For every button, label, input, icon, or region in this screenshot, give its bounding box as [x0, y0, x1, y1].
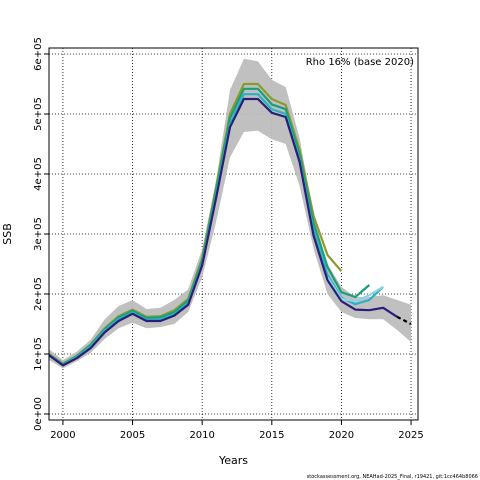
series-line-3: [48, 93, 384, 366]
projection-line: [396, 315, 412, 325]
x-tick-label-2005: 2005: [120, 430, 145, 441]
x-tick-label-2020: 2020: [329, 430, 354, 441]
rho-annotation: Rho 16% (base 2020): [306, 57, 414, 68]
grid-lines: [49, 48, 418, 420]
y-axis-ticks: 0e+00 1e+05 2e+05 3e+05 4e+05 5e+05 6e+05: [33, 37, 49, 431]
footer-text: stockassessment.org, NEAHad-2025_Final, …: [307, 474, 478, 480]
y-tick-label-3e+05: 3e+05: [33, 217, 44, 251]
y-tick-label-2e+05: 2e+05: [33, 277, 44, 311]
y-tick-label-4e+05: 4e+05: [33, 157, 44, 191]
x-tick-label-2025: 2025: [398, 430, 423, 441]
x-axis-ticks: 2000 2005 2010 2015 2020 2025: [50, 420, 424, 441]
y-tick-label-6e+05: 6e+05: [33, 37, 44, 71]
y-tick-label-0e+00: 0e+00: [33, 397, 44, 431]
series-line-5: [48, 97, 398, 367]
x-tick-label-2015: 2015: [259, 430, 284, 441]
x-axis-title: Years: [218, 454, 248, 467]
confidence-band-layer: [49, 58, 411, 369]
series-layer: [48, 82, 412, 367]
x-tick-label-2000: 2000: [50, 430, 75, 441]
series-line-4: [326, 276, 384, 303]
y-axis-title: SSB: [1, 223, 14, 245]
confidence-band: [49, 58, 411, 369]
y-tick-label-5e+05: 5e+05: [33, 97, 44, 131]
y-tick-label-1e+05: 1e+05: [33, 337, 44, 371]
series-line-1: [48, 82, 343, 365]
x-tick-label-2010: 2010: [189, 430, 214, 441]
